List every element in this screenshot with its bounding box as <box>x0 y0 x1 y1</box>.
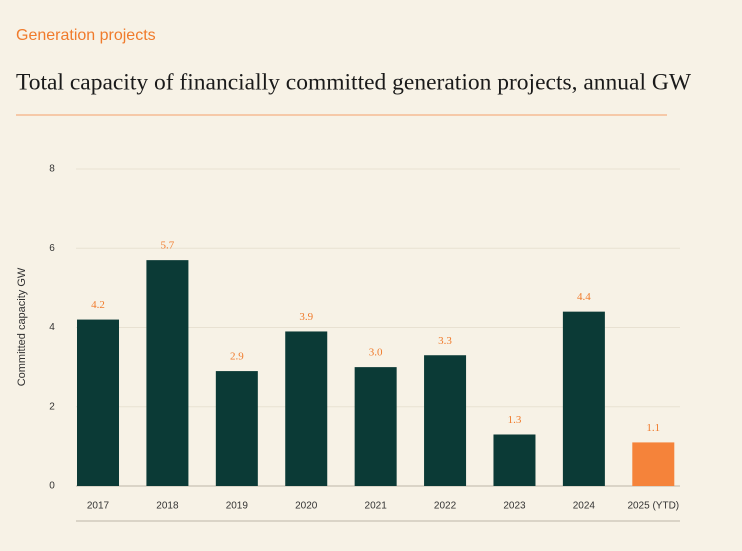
value-label: 2.9 <box>230 351 244 363</box>
x-tick-label: 2023 <box>503 501 526 512</box>
value-label: 4.2 <box>91 299 105 311</box>
x-tick-label: 2020 <box>295 501 318 512</box>
x-tick-label: 2022 <box>434 501 457 512</box>
bar <box>77 319 120 486</box>
y-tick-label: 4 <box>49 322 55 333</box>
bar <box>215 371 258 486</box>
bar <box>562 311 605 486</box>
bar <box>493 434 536 486</box>
x-tick-label: 2021 <box>365 501 388 512</box>
x-tick-label: 2025 (YTD) <box>627 501 679 512</box>
value-label: 1.3 <box>508 414 522 426</box>
y-tick-label: 6 <box>49 243 55 254</box>
x-tick-label: 2019 <box>226 501 249 512</box>
bar <box>146 260 189 486</box>
x-tick-label: 2018 <box>156 501 179 512</box>
bar <box>354 367 397 486</box>
y-tick-label: 2 <box>49 401 55 412</box>
x-tick-label: 2024 <box>573 501 596 512</box>
chart-title: Total capacity of financially committed … <box>16 69 692 95</box>
value-label: 4.4 <box>577 291 591 303</box>
value-label: 3.3 <box>438 335 452 347</box>
bar <box>285 331 328 486</box>
bar <box>632 442 675 486</box>
bar <box>424 355 467 486</box>
y-tick-label: 8 <box>49 164 55 175</box>
section-label: Generation projects <box>16 27 156 44</box>
value-label: 3.9 <box>299 311 313 323</box>
y-tick-label: 0 <box>49 481 55 492</box>
value-label: 3.0 <box>369 347 383 359</box>
y-axis-label: Committed capacity GW <box>16 267 28 386</box>
value-label: 5.7 <box>161 240 175 252</box>
value-label: 1.1 <box>646 422 660 434</box>
x-tick-label: 2017 <box>87 501 110 512</box>
